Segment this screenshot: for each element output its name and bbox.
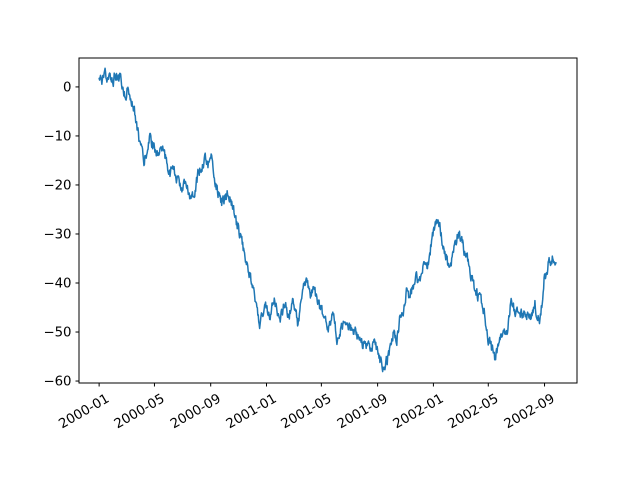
y-tick-label: −60 [43,375,71,390]
y-tick-label: −40 [43,277,71,292]
y-axis-ticks: 0 −10 −20 −30 −40 −50 −60 [43,80,79,390]
y-tick-label: −20 [43,178,71,193]
y-tick-label: −50 [43,326,71,341]
y-tick-label: −10 [43,129,71,144]
y-tick-label: −30 [43,227,71,242]
series-line [98,67,557,373]
y-tick-label: 0 [63,80,71,95]
axes-box [78,57,578,384]
